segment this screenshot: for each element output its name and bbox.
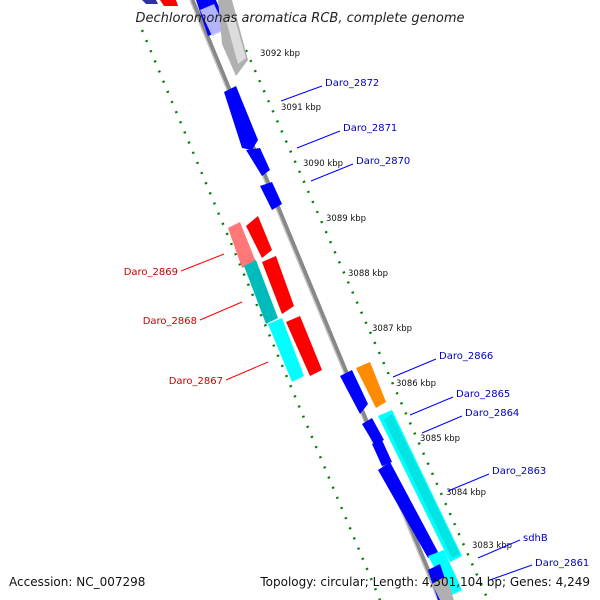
reverse-gene-labels: Daro_2869 Daro_2868 Daro_2867 — [124, 253, 269, 387]
gene-sdhb-shape — [428, 550, 462, 596]
gene-daro-2870-shape — [260, 182, 282, 210]
gene-label-sdhb[interactable]: sdhB — [523, 533, 548, 544]
forward-strand-genes — [196, 0, 462, 600]
kbp-label: 3091 kbp — [281, 103, 321, 113]
gene-bottom-gray — [432, 576, 454, 600]
gene-label-daro-2864[interactable]: Daro_2864 — [465, 408, 519, 419]
outer-dotted-guide-left — [140, 29, 382, 600]
map-title: Dechloromonas aromatica RCB, complete ge… — [135, 11, 464, 26]
gene-daro-2864-shape — [372, 440, 392, 466]
gene-label-daro-2865[interactable]: Daro_2865 — [456, 389, 510, 400]
gene-label-daro-2868[interactable]: Daro_2868 — [143, 316, 197, 327]
gene-label-daro-2870[interactable]: Daro_2870 — [356, 156, 410, 167]
accession-text: Accession: NC_007298 — [9, 575, 146, 589]
gene-top-gray-light — [226, 16, 246, 64]
gene-top-purple-partial — [142, 0, 158, 4]
kbp-label: 3090 kbp — [303, 159, 343, 169]
gene-label-daro-2861[interactable]: Daro_2861 — [535, 558, 589, 569]
gene-cyan-long-shade — [384, 414, 460, 558]
kbp-label: 3083 kbp — [472, 541, 512, 551]
kbp-label: 3089 kbp — [326, 214, 366, 224]
kbp-label: 3087 kbp — [372, 324, 412, 334]
gene-daro-2863-shape — [378, 462, 438, 558]
gene-daro-2869-red — [246, 216, 272, 258]
gene-label-daro-2872[interactable]: Daro_2872 — [325, 78, 379, 89]
gene-daro-2871-shape — [246, 148, 270, 176]
gene-label-daro-2863[interactable]: Daro_2863 — [492, 466, 546, 477]
gene-top-light — [200, 4, 226, 36]
dotted-guide-right — [244, 49, 490, 600]
kbp-label: 3084 kbp — [446, 488, 486, 498]
gene-label-daro-2871[interactable]: Daro_2871 — [343, 123, 397, 134]
gene-label-daro-2867[interactable]: Daro_2867 — [169, 376, 223, 387]
gene-label-daro-2869[interactable]: Daro_2869 — [124, 267, 178, 278]
gene-daro-2867-cyan — [268, 318, 304, 382]
kbp-label: 3085 kbp — [420, 434, 460, 444]
gene-daro-2868-red — [262, 256, 294, 314]
kbp-label: 3092 kbp — [260, 49, 300, 59]
forward-gene-labels: Daro_2872 Daro_2871 Daro_2870 Daro_2866 … — [280, 78, 589, 581]
gene-top-red-partial — [160, 0, 178, 6]
gene-daro-2866-shape — [340, 370, 368, 414]
topology-text: Topology: circular; Length: 4,501,104 bp… — [260, 575, 590, 589]
gene-daro-2872-shape — [224, 86, 258, 150]
gene-label-daro-2866[interactable]: Daro_2866 — [439, 351, 493, 362]
reverse-strand-genes — [142, 0, 322, 382]
kbp-label: 3088 kbp — [348, 269, 388, 279]
gene-daro-2868-teal — [244, 260, 278, 324]
kbp-label: 3086 kbp — [396, 379, 436, 389]
gene-orange-shape — [356, 362, 386, 408]
gene-daro-2865-shape — [362, 418, 384, 444]
gene-daro-2867-red — [286, 316, 322, 376]
gene-daro-2869-pink — [228, 222, 256, 268]
kbp-tick-labels: 3092 kbp 3091 kbp 3090 kbp 3089 kbp 3088… — [260, 49, 512, 551]
